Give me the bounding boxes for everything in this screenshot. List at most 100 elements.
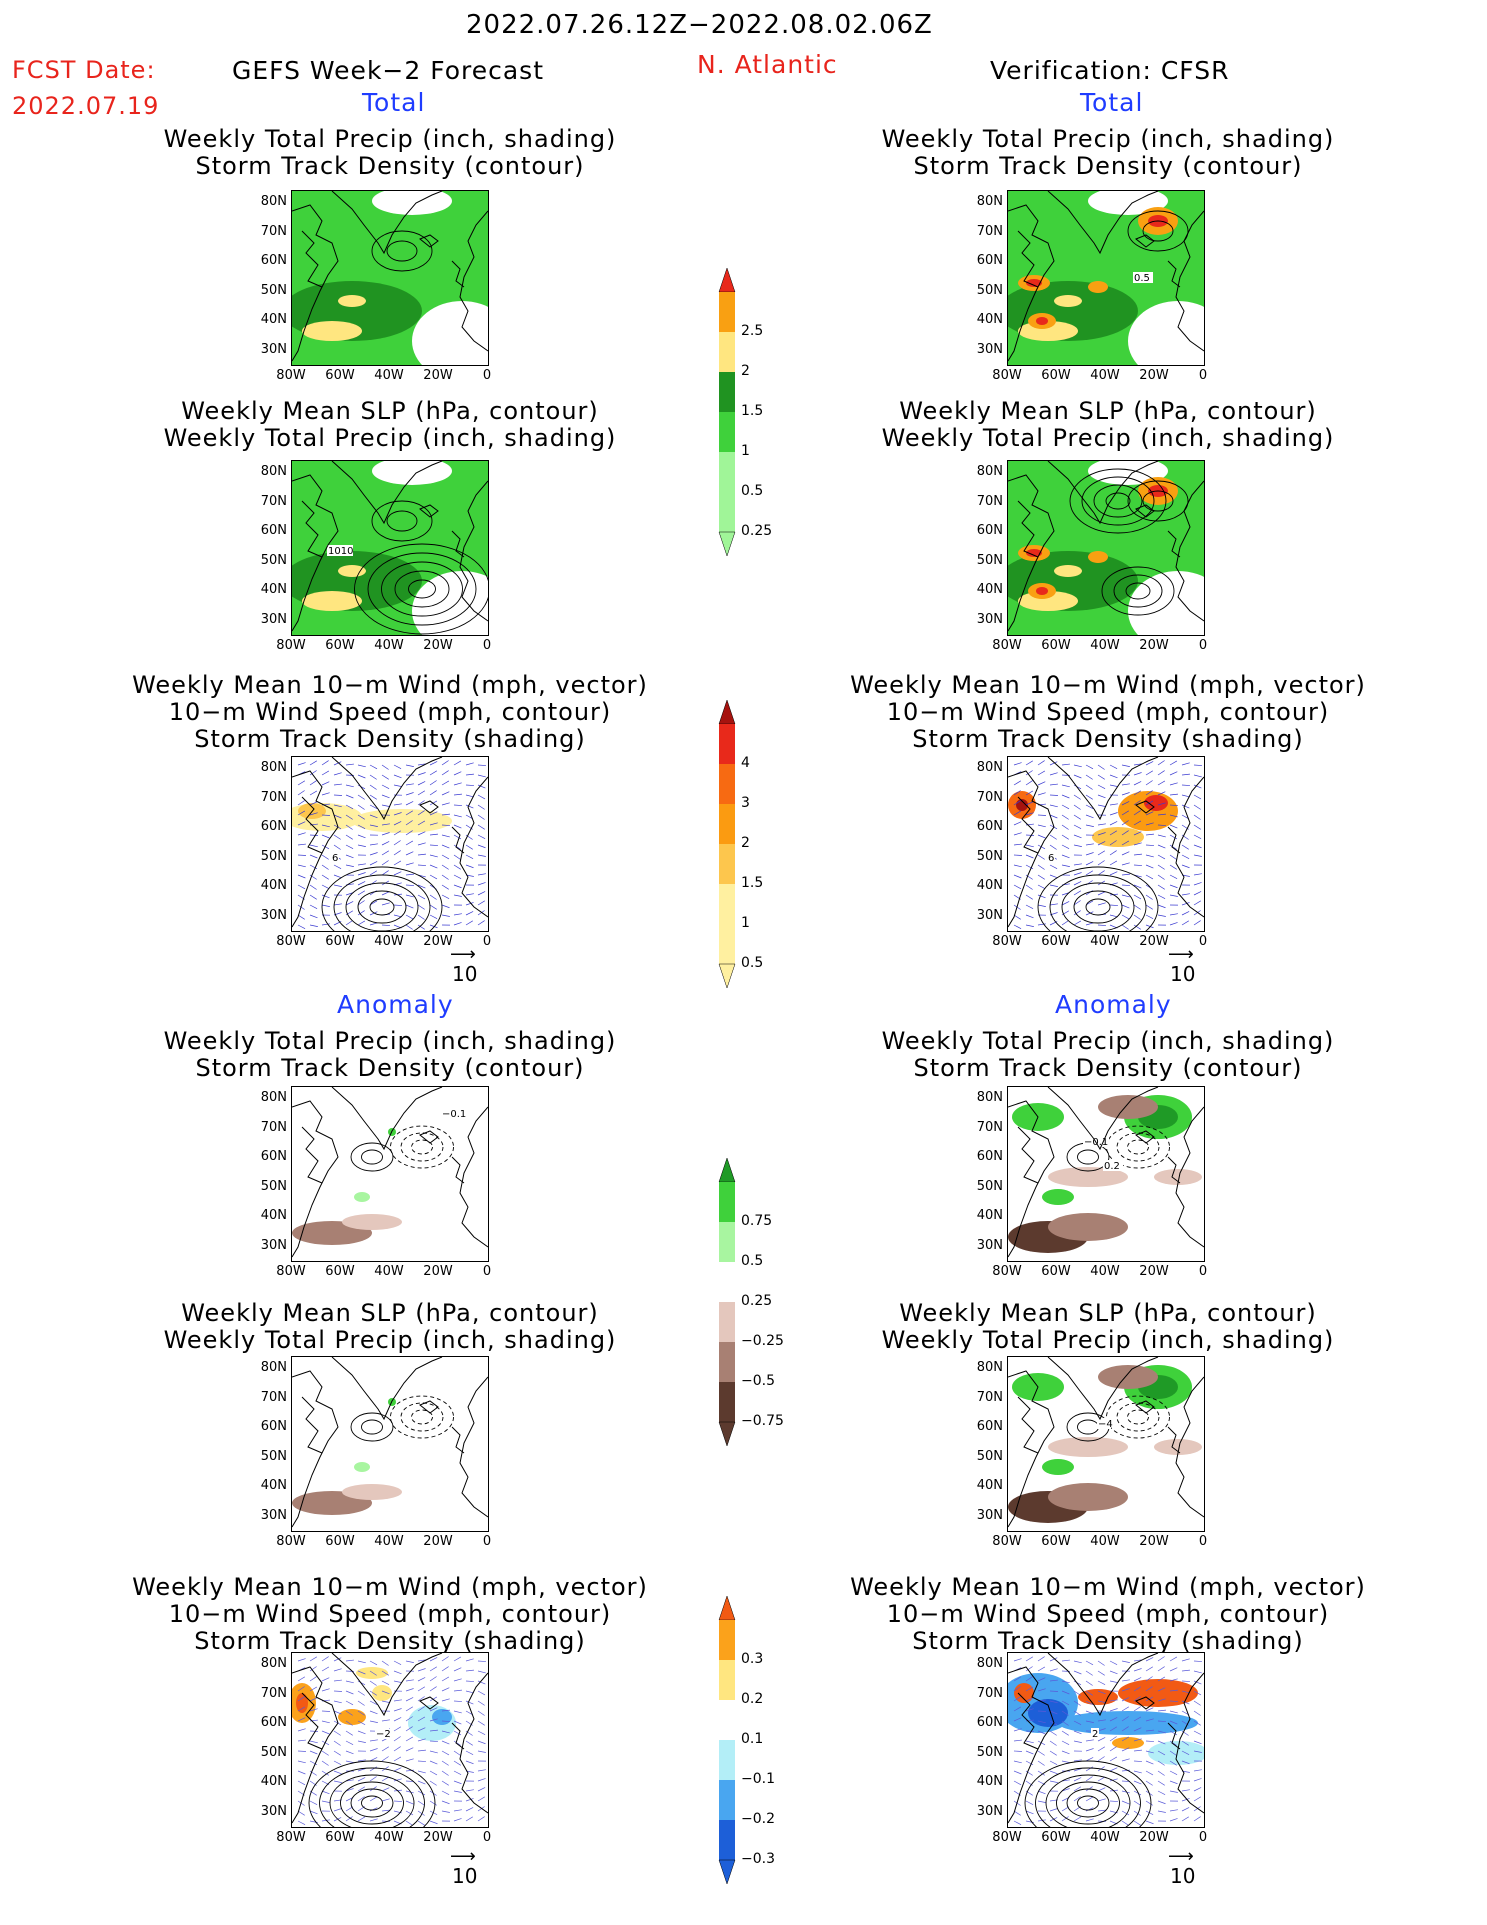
lon-tick: 40W bbox=[374, 1534, 404, 1549]
colorbar-tick-label: 0.5 bbox=[741, 955, 764, 971]
title-fc-track-anom: Weekly Total Precip (inch, shading) Storm… bbox=[163, 1027, 617, 1082]
lon-tick: 20W bbox=[1139, 368, 1169, 383]
lat-tick: 70N bbox=[260, 789, 287, 805]
lat-tick: 80N bbox=[976, 1360, 1003, 1375]
lon-tick: 40W bbox=[374, 638, 404, 653]
lon-tick: 40W bbox=[374, 1264, 404, 1279]
lat-tick: 30N bbox=[260, 341, 287, 357]
lat-tick: 50N bbox=[976, 1744, 1003, 1760]
lat-tick: 50N bbox=[260, 1178, 287, 1194]
lon-tick: 60W bbox=[1041, 368, 1071, 383]
section-total-right: Total bbox=[1080, 88, 1144, 117]
lat-tick: 50N bbox=[976, 552, 1003, 568]
lat-tick: 80N bbox=[260, 1360, 287, 1375]
lat-tick: 50N bbox=[260, 848, 287, 864]
colorbar-tick-label: 0.2 bbox=[741, 1691, 764, 1707]
svg-text:6: 6 bbox=[332, 853, 338, 864]
lon-tick: 60W bbox=[1041, 1534, 1071, 1549]
lat-tick: 40N bbox=[976, 582, 1003, 597]
colorbar-tick-label: 0.3 bbox=[741, 1651, 764, 1667]
lat-tick: 70N bbox=[260, 493, 287, 509]
lat-tick: 50N bbox=[260, 1448, 287, 1464]
colorbar-tick-label: −0.3 bbox=[741, 1851, 775, 1867]
colorbar-tick-label: 0.25 bbox=[741, 523, 773, 539]
lon-tick: 20W bbox=[423, 368, 453, 383]
lat-tick: 60N bbox=[260, 253, 287, 268]
title-ob-track-total: Weekly Total Precip (inch, shading) Storm… bbox=[881, 125, 1335, 180]
lon-tick: 0 bbox=[482, 368, 492, 383]
svg-text:0.2: 0.2 bbox=[1104, 1161, 1120, 1172]
lat-tick: 60N bbox=[260, 1149, 287, 1164]
lat-tick: 70N bbox=[976, 789, 1003, 805]
lat-tick: 80N bbox=[260, 464, 287, 479]
title-ob-slp-anom: Weekly Mean SLP (hPa, contour) Weekly Tot… bbox=[881, 1299, 1335, 1354]
lon-tick: 60W bbox=[1041, 1264, 1071, 1279]
lon-tick: 40W bbox=[1090, 934, 1120, 949]
lat-tick: 70N bbox=[976, 1685, 1003, 1701]
lon-tick: 0 bbox=[482, 934, 492, 949]
lat-tick: 50N bbox=[976, 282, 1003, 298]
map-ob-wind-anom: 2 bbox=[1007, 1652, 1205, 1828]
lat-tick: 70N bbox=[976, 493, 1003, 509]
lat-tick: 40N bbox=[976, 878, 1003, 893]
lon-tick: 40W bbox=[374, 368, 404, 383]
lat-tick: 80N bbox=[260, 1090, 287, 1105]
verification-label: Verification: CFSR bbox=[990, 56, 1230, 85]
lat-tick: 60N bbox=[260, 1715, 287, 1730]
colorbar-precip_total bbox=[717, 267, 737, 560]
title-ob-slp-total: Weekly Mean SLP (hPa, contour) Weekly Tot… bbox=[881, 397, 1335, 452]
lon-tick: 80W bbox=[992, 934, 1022, 949]
map-fc-slp-total: 1010 bbox=[291, 460, 489, 636]
lon-tick: 40W bbox=[1090, 1264, 1120, 1279]
lat-tick: 30N bbox=[976, 1237, 1003, 1253]
title-fc-wind-anom: Weekly Mean 10−m Wind (mph, vector) 10−m … bbox=[132, 1573, 648, 1655]
lon-tick: 0 bbox=[482, 1264, 492, 1279]
lat-tick: 30N bbox=[976, 1803, 1003, 1819]
lon-tick: 80W bbox=[276, 934, 306, 949]
lon-tick: 20W bbox=[1139, 1534, 1169, 1549]
map-fc-wind-anom: −2 bbox=[291, 1652, 489, 1828]
arrow-right-icon: ⟶ bbox=[1168, 944, 1194, 965]
lat-tick: 50N bbox=[976, 1448, 1003, 1464]
colorbar-tick-label: 1.5 bbox=[741, 403, 764, 419]
svg-text:−2: −2 bbox=[376, 1729, 391, 1740]
lon-tick: 80W bbox=[992, 638, 1022, 653]
lon-tick: 60W bbox=[1041, 638, 1071, 653]
lon-tick: 60W bbox=[1041, 934, 1071, 949]
title-fc-slp-anom: Weekly Mean SLP (hPa, contour) Weekly Tot… bbox=[163, 1299, 617, 1354]
lon-tick: 20W bbox=[423, 638, 453, 653]
title-fc-wind-total: Weekly Mean 10−m Wind (mph, vector) 10−m … bbox=[132, 671, 648, 753]
lat-tick: 40N bbox=[976, 1208, 1003, 1223]
lat-tick: 80N bbox=[976, 194, 1003, 209]
lon-tick: 40W bbox=[1090, 1534, 1120, 1549]
colorbar-tick-label: 0.1 bbox=[741, 1731, 764, 1747]
vector-ref-fc-anom: ⟶ 10 bbox=[450, 1846, 478, 1888]
lat-tick: 70N bbox=[260, 1119, 287, 1135]
lat-tick: 40N bbox=[260, 1478, 287, 1493]
lon-tick: 20W bbox=[423, 1264, 453, 1279]
title-ob-wind-anom: Weekly Mean 10−m Wind (mph, vector) 10−m … bbox=[850, 1573, 1366, 1655]
title-ob-wind-total: Weekly Mean 10−m Wind (mph, vector) 10−m … bbox=[850, 671, 1366, 753]
colorbar-tick-label: −0.75 bbox=[741, 1413, 784, 1429]
lon-tick: 40W bbox=[1090, 1830, 1120, 1845]
section-anomaly-right: Anomaly bbox=[1055, 990, 1172, 1019]
colorbar-tick-label: −0.2 bbox=[741, 1811, 775, 1827]
svg-text:1010: 1010 bbox=[328, 546, 353, 557]
fcst-date-label: FCST Date: bbox=[12, 56, 156, 84]
period-title: 2022.07.26.12Z−2022.08.02.06Z bbox=[466, 10, 933, 40]
colorbar-tick-label: 4 bbox=[741, 755, 750, 771]
lat-tick: 50N bbox=[976, 1178, 1003, 1194]
lat-tick: 70N bbox=[976, 223, 1003, 239]
lon-tick: 40W bbox=[1090, 638, 1120, 653]
lon-tick: 20W bbox=[423, 934, 453, 949]
colorbar-tick-label: 1.5 bbox=[741, 875, 764, 891]
lon-tick: 80W bbox=[992, 1534, 1022, 1549]
lon-tick: 60W bbox=[1041, 1830, 1071, 1845]
lat-tick: 60N bbox=[976, 1715, 1003, 1730]
lon-tick: 60W bbox=[325, 368, 355, 383]
colorbar-tick-label: 1 bbox=[741, 915, 750, 931]
lon-tick: 80W bbox=[276, 1534, 306, 1549]
map-ob-slp-anom: −4 bbox=[1007, 1356, 1205, 1532]
fcst-date-value: 2022.07.19 bbox=[12, 92, 160, 120]
lon-tick: 0 bbox=[1198, 1830, 1208, 1845]
